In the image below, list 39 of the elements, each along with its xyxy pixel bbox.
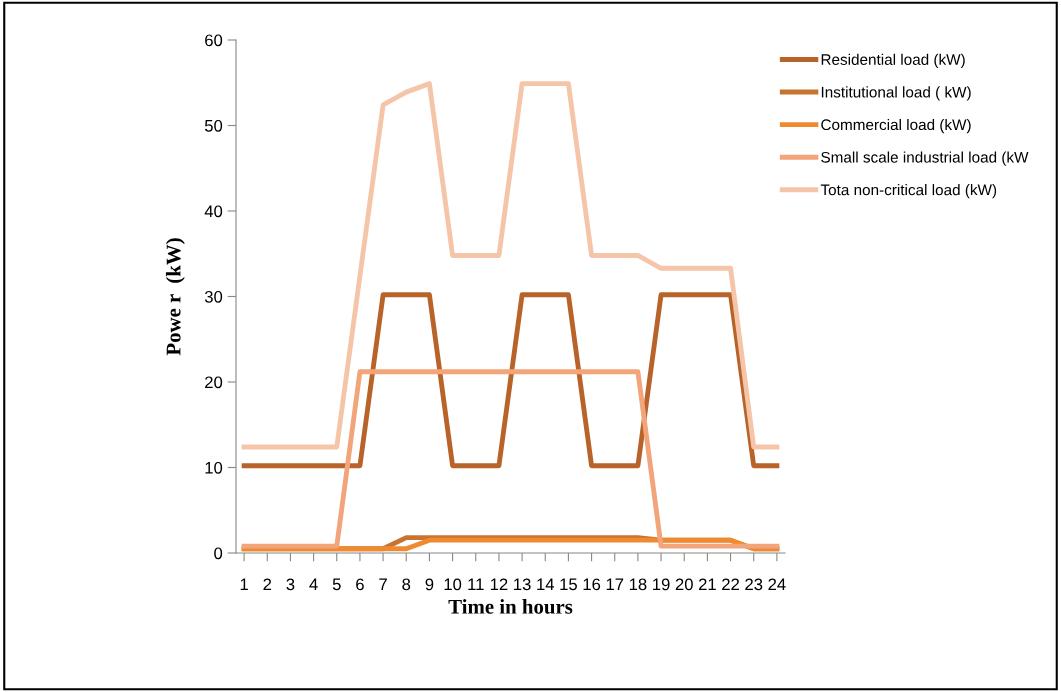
x-tick-label: 22 — [722, 578, 739, 591]
x-tick-label: 14 — [537, 578, 555, 591]
y-tick-label: 60 — [205, 34, 223, 47]
x-tick-label: 20 — [675, 578, 693, 591]
x-tick-label: 1 — [240, 578, 248, 591]
legend-label: Tota non-critical load (kW) — [820, 184, 997, 199]
line-series — [241, 81, 780, 450]
x-tick-label: 3 — [286, 578, 295, 591]
legend-label: Institutional load ( kW) — [821, 86, 971, 101]
x-tick-label: 12 — [490, 578, 508, 591]
x-tick-label: 15 — [560, 578, 577, 591]
y-tick-label: 30 — [204, 290, 223, 303]
legend-label: Commercial load (kW) — [821, 118, 971, 134]
x-tick-label: 2 — [263, 578, 272, 591]
x-tick-label: 19 — [653, 578, 670, 591]
x-tick-label: 17 — [606, 578, 624, 591]
y-tick-label: 50 — [204, 119, 223, 132]
x-tick-label: 11 — [468, 578, 484, 591]
legend-label: Residential load (kW) — [821, 53, 965, 68]
x-tick-label: 9 — [425, 578, 434, 591]
legend-label: Small scale industrial load (kW — [821, 151, 1029, 166]
x-tick-label: 23 — [745, 578, 763, 591]
x-axis-title: Time in hours — [448, 599, 573, 614]
y-tick-label: 40 — [204, 205, 223, 218]
x-tick-label: 7 — [379, 578, 387, 591]
x-tick-label: 18 — [629, 578, 647, 591]
x-tick-label: 4 — [309, 578, 318, 591]
x-tick-label: 24 — [768, 578, 786, 591]
x-tick-label: 8 — [402, 578, 411, 591]
y-tick-label: 20 — [205, 376, 223, 389]
x-tick-label: 5 — [332, 578, 341, 591]
x-tick-label: 13 — [514, 578, 531, 591]
y-axis-title: Powe r (kW) — [165, 238, 185, 356]
y-tick-label: 10 — [205, 461, 223, 474]
y-tick-label: 0 — [214, 547, 223, 560]
x-tick-label: 10 — [444, 578, 462, 591]
x-tick-label: 16 — [583, 578, 601, 591]
x-tick-label: 6 — [356, 578, 364, 591]
x-tick-label: 21 — [698, 578, 716, 591]
